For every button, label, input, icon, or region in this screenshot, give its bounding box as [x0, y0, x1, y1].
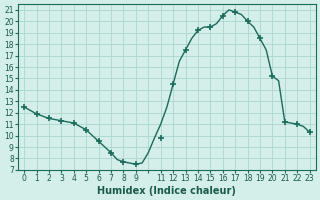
X-axis label: Humidex (Indice chaleur): Humidex (Indice chaleur): [98, 186, 236, 196]
